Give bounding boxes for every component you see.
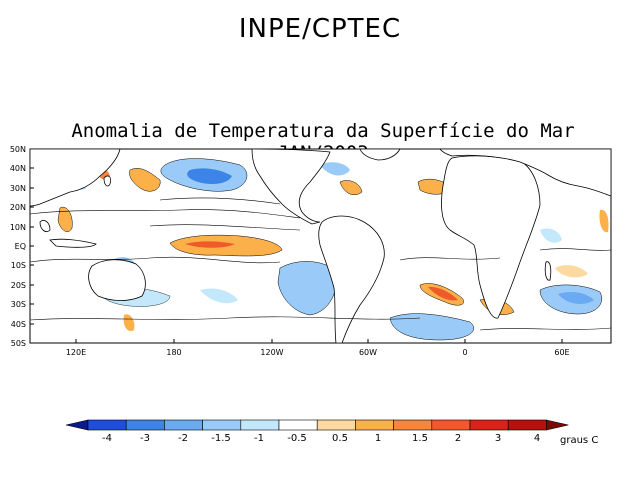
contour-lines — [29, 197, 612, 331]
legend-color-box — [240, 419, 280, 431]
legend-color-box — [125, 419, 165, 431]
continents — [29, 148, 612, 344]
legend-tick: -0.5 — [287, 433, 307, 444]
lon-label: 180 — [166, 348, 181, 357]
lon-label: 60W — [359, 348, 377, 357]
legend-unit-label: graus C — [560, 435, 598, 446]
legend-color-box — [278, 419, 318, 431]
lat-label: 20S — [11, 281, 26, 290]
lat-label: 40S — [11, 320, 26, 329]
legend-tick: 2 — [455, 433, 461, 444]
legend-tick: -1.5 — [211, 433, 231, 444]
sst-anomaly-map: 50N 40N 30N 20N 10N EQ 10S 20S 30S 40S 5… — [10, 145, 612, 357]
legend-color-box — [355, 419, 394, 431]
legend-arrow-high — [546, 419, 569, 431]
legend-tick: -3 — [140, 433, 150, 444]
lat-label: EQ — [15, 242, 26, 251]
legend-color-box — [164, 419, 203, 431]
lon-label: 120W — [260, 348, 283, 357]
legend-tick-labels: -4 -3 -2 -1.5 -1 -0.5 0.5 1 1.5 2 3 4 — [102, 433, 540, 444]
lat-label: 40N — [10, 164, 26, 173]
agency-title: INPE/CPTEC — [238, 14, 402, 44]
lat-label: 20N — [10, 203, 26, 212]
lon-label: 0 — [462, 348, 467, 357]
legend-color-box — [469, 419, 509, 431]
legend-color-box — [202, 419, 242, 431]
legend-tick: 1 — [375, 433, 381, 444]
legend-color-box — [507, 419, 547, 431]
anomaly-fields — [57, 158, 609, 341]
legend-color-box — [87, 419, 127, 431]
legend-color-boxes — [65, 419, 569, 431]
lat-label: 50S — [11, 339, 26, 348]
legend-tick: -1 — [254, 433, 264, 444]
lat-label: 10N — [10, 223, 26, 232]
legend-color-box — [431, 419, 471, 431]
legend-arrow-low — [65, 419, 89, 431]
lon-label: 60E — [554, 348, 569, 357]
legend-tick: -4 — [102, 433, 112, 444]
lat-label: 30N — [10, 184, 26, 193]
lon-axis: 120E 180 120W 60W 0 60E — [66, 339, 570, 357]
lat-label: 10S — [11, 261, 26, 270]
lat-label: 30S — [11, 300, 26, 309]
legend-tick: 0.5 — [332, 433, 348, 444]
legend-tick: 4 — [534, 433, 540, 444]
legend-color-box — [316, 419, 356, 431]
legend-tick: 1.5 — [412, 433, 428, 444]
legend-tick: 3 — [495, 433, 501, 444]
legend-color-box — [393, 419, 433, 431]
lat-label: 50N — [10, 145, 26, 154]
lon-label: 120E — [66, 348, 86, 357]
lat-axis: 50N 40N 30N 20N 10N EQ 10S 20S 30S 40S 5… — [10, 145, 34, 348]
legend-tick: -2 — [178, 433, 188, 444]
